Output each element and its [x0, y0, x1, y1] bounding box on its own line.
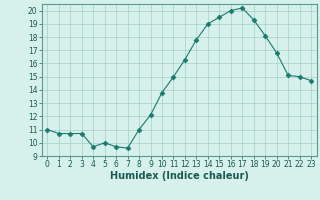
X-axis label: Humidex (Indice chaleur): Humidex (Indice chaleur)	[110, 171, 249, 181]
